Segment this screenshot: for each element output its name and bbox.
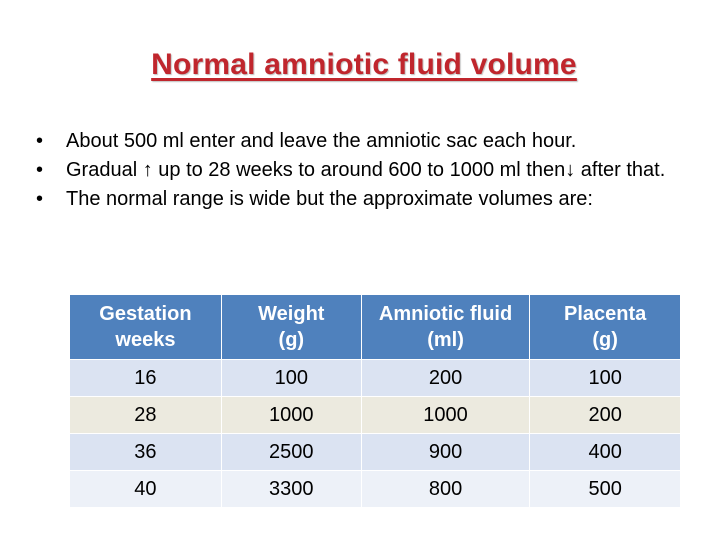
column-header-weight: Weight (g) [221, 295, 362, 360]
table-cell: 800 [361, 470, 531, 507]
table-cell: 100 [221, 359, 362, 397]
slide-title: Normal amniotic fluid volume [151, 48, 577, 81]
bullet-item: • The normal range is wide but the appro… [32, 186, 712, 213]
table-row: 28 1000 1000 200 [70, 396, 680, 434]
bullet-list: • About 500 ml enter and leave the amnio… [32, 128, 712, 215]
header-line: Placenta [564, 303, 647, 325]
table-cell: 40 [70, 470, 222, 507]
bullet-icon: • [36, 159, 44, 181]
column-header-gestation: Gestation weeks [70, 295, 222, 360]
table-header-row: Gestation weeks Weight (g) Amniotic flui… [70, 295, 680, 360]
bullet-text: Gradual ↑ up to 28 weeks to around 600 t… [66, 159, 666, 181]
header-line: Amniotic fluid [378, 303, 513, 325]
table-cell: 28 [70, 396, 222, 434]
table-cell: 900 [361, 433, 531, 471]
table-cell: 400 [529, 433, 680, 471]
column-header-amniotic-fluid: Amniotic fluid (ml) [361, 295, 531, 360]
table-cell: 500 [529, 470, 680, 507]
volume-table: Gestation weeks Weight (g) Amniotic flui… [70, 295, 680, 507]
header-line: weeks [115, 329, 176, 351]
header-line: Weight [258, 303, 325, 325]
table-row: 16 100 200 100 [70, 359, 680, 397]
table-cell: 1000 [361, 396, 531, 434]
table-cell: 36 [70, 433, 222, 471]
bullet-icon: • [36, 188, 44, 210]
table-cell: 16 [70, 359, 222, 397]
header-line: (ml) [427, 329, 464, 351]
table-row: 40 3300 800 500 [70, 470, 680, 507]
bullet-text: About 500 ml enter and leave the amnioti… [66, 130, 577, 152]
table-cell: 100 [529, 359, 680, 397]
header-line: Gestation [99, 303, 192, 325]
table-row: 36 2500 900 400 [70, 433, 680, 471]
table-cell: 200 [361, 359, 531, 397]
table-cell: 200 [529, 396, 680, 434]
header-line: (g) [592, 329, 618, 351]
bullet-text: The normal range is wide but the approxi… [66, 188, 593, 210]
bullet-item: • About 500 ml enter and leave the amnio… [32, 128, 712, 155]
table-cell: 2500 [221, 433, 362, 471]
bullet-icon: • [36, 130, 44, 152]
table-cell: 1000 [221, 396, 362, 434]
bullet-item: • Gradual ↑ up to 28 weeks to around 600… [32, 157, 712, 184]
column-header-placenta: Placenta (g) [529, 295, 680, 360]
table-cell: 3300 [221, 470, 362, 507]
header-line: (g) [278, 329, 305, 351]
